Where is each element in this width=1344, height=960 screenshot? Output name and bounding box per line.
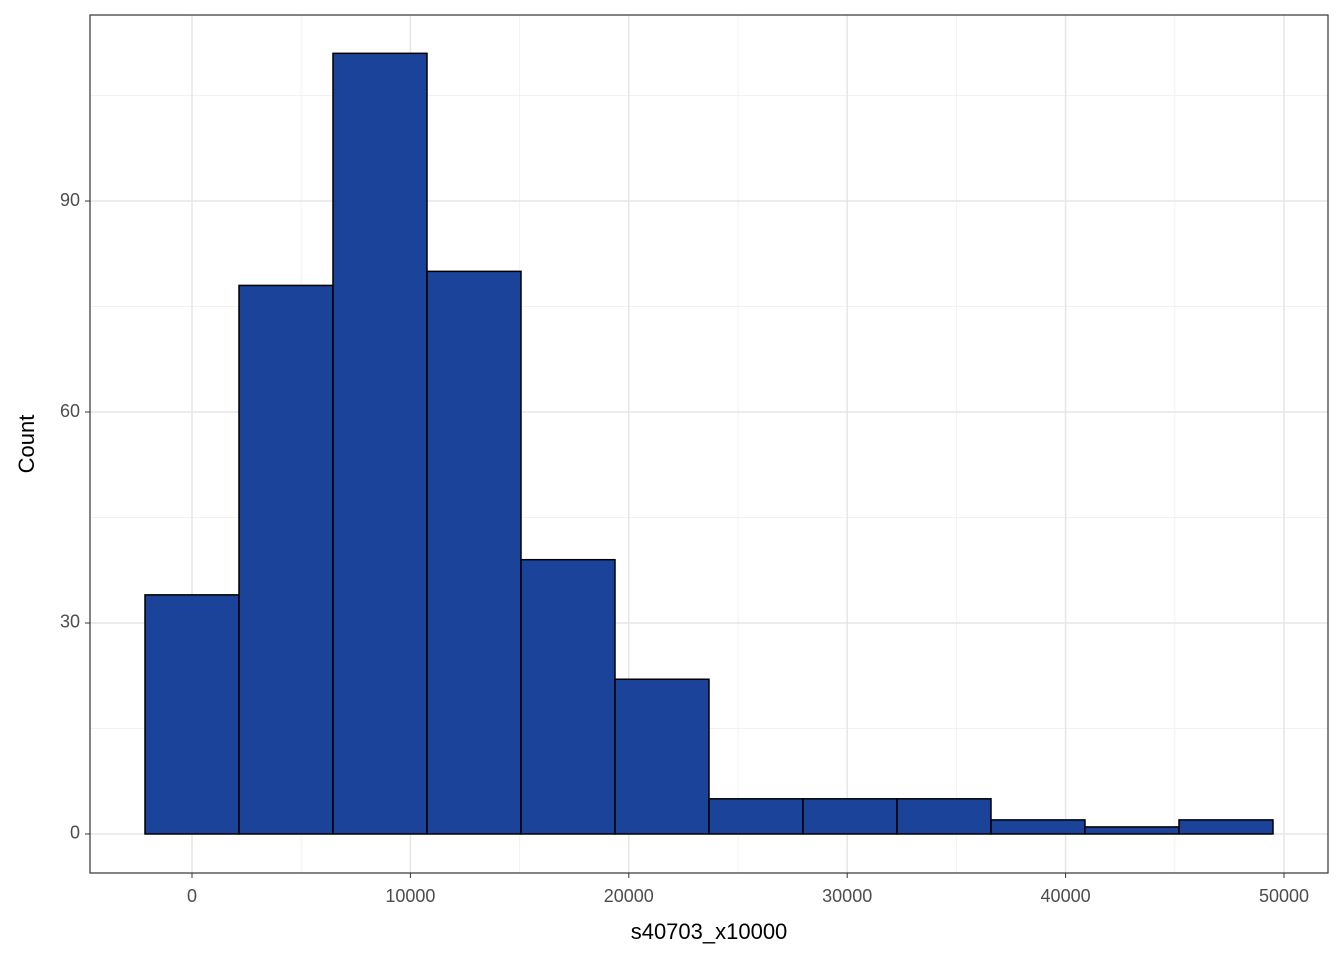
bar [238, 284, 334, 835]
bar [990, 819, 1086, 835]
y-tick-label: 90 [60, 190, 80, 210]
bars [144, 52, 1274, 835]
x-tick-label: 20000 [604, 886, 654, 906]
bar [614, 678, 710, 835]
bar [1084, 826, 1180, 835]
bar [802, 798, 898, 835]
y-tick-label: 0 [70, 823, 80, 843]
bar [1178, 819, 1274, 835]
bar [708, 798, 804, 835]
bar [426, 270, 522, 835]
x-tick-label: 40000 [1041, 886, 1091, 906]
x-tick-label: 10000 [385, 886, 435, 906]
y-tick-label: 30 [60, 612, 80, 632]
y-axis-title: Count [14, 415, 39, 474]
x-axis-title: s40703_x10000 [631, 919, 788, 944]
panel-border [89, 14, 1329, 874]
y-tick-label: 60 [60, 401, 80, 421]
bar [896, 798, 992, 835]
x-tick-label: 0 [187, 886, 197, 906]
bar [520, 558, 616, 835]
bar [332, 52, 428, 835]
x-tick-label: 50000 [1259, 886, 1309, 906]
bar [144, 594, 240, 835]
x-tick-label: 30000 [822, 886, 872, 906]
